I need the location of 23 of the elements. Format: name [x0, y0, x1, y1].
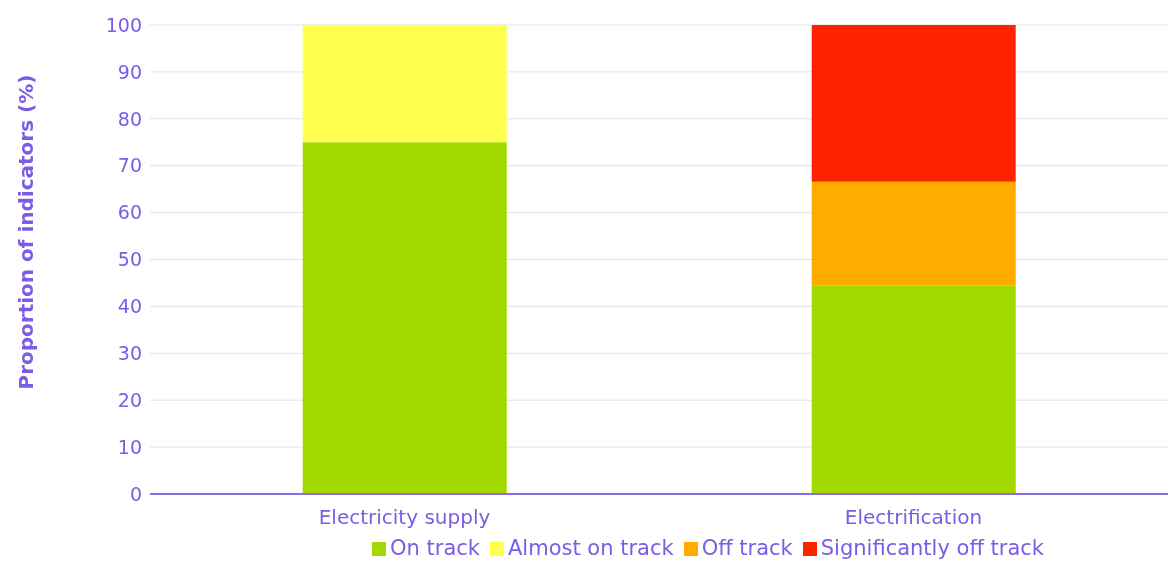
bar	[302, 25, 507, 143]
bar	[811, 25, 1016, 182]
x-tick-label: Electricity supply	[318, 505, 491, 530]
y-tick-label: 10	[117, 435, 142, 458]
legend-label: Significantly off track	[820, 536, 1044, 560]
legend-label: Almost on track	[508, 536, 674, 560]
y-tick-label: 100	[105, 13, 142, 36]
y-tick-label: 50	[117, 248, 142, 271]
y-tick-label: 70	[117, 154, 142, 177]
bar	[811, 285, 1016, 494]
legend-label: On track	[390, 536, 480, 560]
legend-label: Off track	[701, 536, 793, 560]
y-tick-label: 60	[117, 201, 142, 224]
y-tick-label: 20	[117, 388, 142, 411]
y-tick-label: 80	[117, 107, 142, 130]
y-tick-label: 30	[117, 342, 142, 365]
y-axis-title: Proportion of indicators (%)	[14, 74, 39, 390]
bar	[302, 142, 507, 494]
y-tick-label: 0	[129, 482, 142, 505]
y-tick-label: 90	[117, 60, 142, 83]
y-tick-label: 40	[117, 295, 142, 318]
x-tick-label: Electrification	[844, 505, 983, 530]
bar	[811, 181, 1016, 286]
